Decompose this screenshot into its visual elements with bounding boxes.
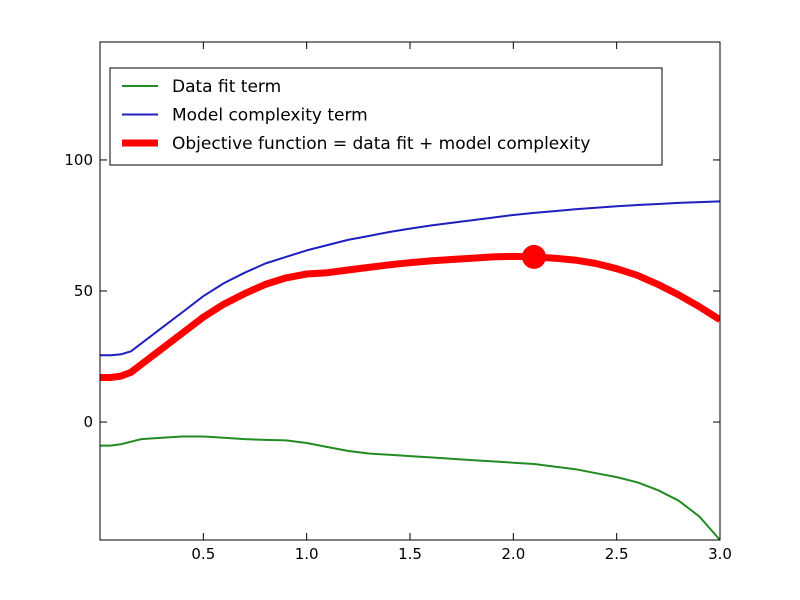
series-line-1 [100,435,720,540]
series-line-2 [100,200,720,357]
legend-label-1: Data fit term [172,77,281,97]
x-tick-label: 0.5 [191,545,215,563]
legend-box [109,67,663,166]
y-tick-label: 50 [74,282,93,300]
x-tick-label: 2.5 [605,545,629,563]
x-tick-label: 1.5 [398,545,422,563]
series-layer [100,200,720,540]
y-tick-label: 0 [83,413,93,431]
x-tick-label: 2.0 [501,545,525,563]
legend-label-2: Model complexity term [172,106,368,126]
x-tick-label: 3.0 [708,545,732,563]
series-line-3 [100,252,720,381]
y-tick-label: 100 [64,151,93,169]
legend: Data fit term Model complexity term Object… [109,67,663,166]
axes-layer: 0.5 1.0 1.5 2.0 2.5 3.0 0 50 100 [64,41,732,563]
x-tick-label: 1.0 [295,545,319,563]
objective-max-marker [522,244,546,269]
legend-label-3: Objective function = data fit + model co… [172,134,590,154]
